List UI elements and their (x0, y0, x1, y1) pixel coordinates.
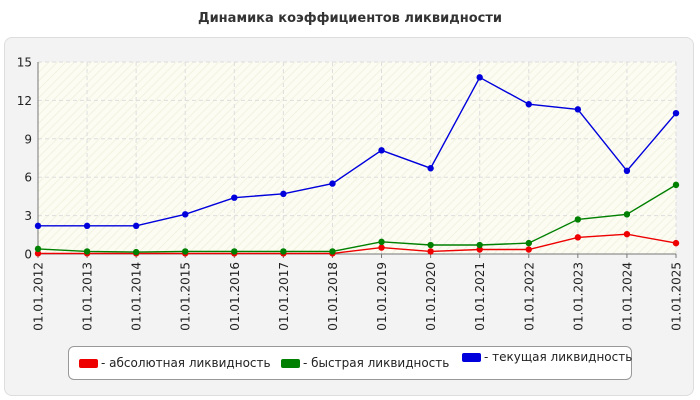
legend-swatch-absolute (79, 358, 98, 368)
data-point (525, 239, 532, 247)
data-point (476, 246, 483, 253)
y-tick-label: 9 (24, 132, 32, 146)
x-tick-label: 01.01.2012 (32, 262, 46, 331)
data-point (427, 165, 434, 172)
data-point (427, 241, 434, 249)
data-point (427, 248, 434, 255)
legend: - абсолютная ликвидность - быстрая ликви… (68, 346, 632, 380)
data-point (623, 167, 631, 174)
data-point (476, 74, 483, 81)
data-point (672, 239, 680, 247)
x-tick-label: 01.01.2018 (326, 262, 340, 331)
x-tick-label: 01.01.2019 (375, 262, 389, 331)
data-point (574, 216, 582, 223)
grid (38, 61, 677, 254)
data-point (182, 211, 189, 218)
x-tick-label: 01.01.2013 (81, 262, 95, 331)
x-tick-label: 01.01.2020 (424, 262, 438, 331)
data-point (623, 211, 631, 218)
chart-title: Динамика коэффициентов ликвидности (198, 11, 502, 26)
series-line-2 (38, 76, 677, 227)
x-tick-label: 01.01.2021 (473, 262, 487, 331)
legend-label-quick: - быстрая ликвидность (303, 356, 450, 370)
x-tick-label: 01.01.2014 (130, 262, 144, 331)
data-point (231, 248, 238, 255)
x-tick-labels: 01.01.2012 01.01.2013 01.01.2014 01.01.2015… (32, 262, 684, 331)
y-tick-label: 0 (24, 248, 32, 262)
data-point (574, 106, 582, 113)
x-tick-label: 01.01.2022 (522, 262, 536, 331)
data-point (83, 248, 91, 255)
plot-area (38, 62, 676, 254)
data-point (378, 238, 385, 246)
data-point (525, 101, 532, 108)
x-tick-label: 01.01.2017 (277, 262, 291, 331)
data-point (34, 222, 42, 230)
series-line-1 (37, 184, 677, 253)
data-point (182, 248, 189, 255)
data-point (476, 241, 483, 249)
series-2 (34, 74, 680, 230)
y-tick-labels: 0 3 6 9 12 15 (17, 56, 32, 262)
data-point (329, 180, 336, 187)
data-point (132, 248, 140, 256)
x-tick-label: 01.01.2016 (228, 262, 242, 331)
data-point (329, 248, 336, 255)
legend-item-absolute: - абсолютная ликвидность (79, 355, 271, 371)
y-tick-label: 3 (24, 209, 32, 223)
data-point (280, 190, 287, 198)
series-group (34, 74, 680, 257)
legend-swatch-quick (281, 358, 300, 368)
data-point (231, 194, 238, 201)
data-point (623, 230, 631, 238)
legend-label-absolute: - абсолютная ликвидность (101, 356, 271, 370)
data-point (280, 248, 287, 255)
x-tick-label: 01.01.2024 (620, 262, 634, 331)
data-point (525, 246, 532, 253)
series-1 (34, 181, 680, 256)
data-point (378, 147, 385, 154)
x-tick-label: 01.01.2025 (670, 262, 684, 331)
data-point (574, 234, 582, 241)
data-point (672, 181, 680, 189)
data-point (132, 222, 140, 230)
data-point (378, 244, 385, 251)
data-point (34, 245, 42, 253)
legend-item-quick: - быстрая ликвидность (281, 355, 449, 371)
series-line-0 (38, 233, 677, 255)
y-tick-label: 6 (24, 171, 32, 185)
data-point (83, 222, 91, 230)
data-point (34, 250, 42, 257)
x-tick-label: 01.01.2023 (571, 262, 585, 331)
y-tick-label: 15 (17, 56, 32, 70)
legend-item-current: - текущая ликвидность (462, 349, 632, 365)
legend-label-current: - текущая ликвидность (484, 350, 633, 364)
y-tick-label: 12 (17, 94, 32, 108)
legend-swatch-current (462, 352, 481, 362)
x-tick-label: 01.01.2015 (179, 262, 193, 331)
data-point (672, 110, 680, 117)
